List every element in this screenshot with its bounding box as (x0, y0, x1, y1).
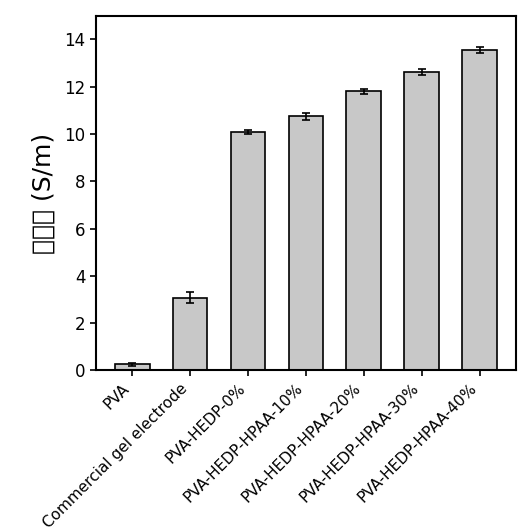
Bar (231, 132, 265, 370)
Bar (404, 72, 439, 370)
Bar (346, 92, 381, 370)
Bar (115, 364, 149, 370)
Bar (173, 297, 207, 370)
Bar (462, 50, 497, 370)
Y-axis label: 导电率 (S/m): 导电率 (S/m) (32, 133, 56, 253)
Bar (288, 116, 323, 370)
